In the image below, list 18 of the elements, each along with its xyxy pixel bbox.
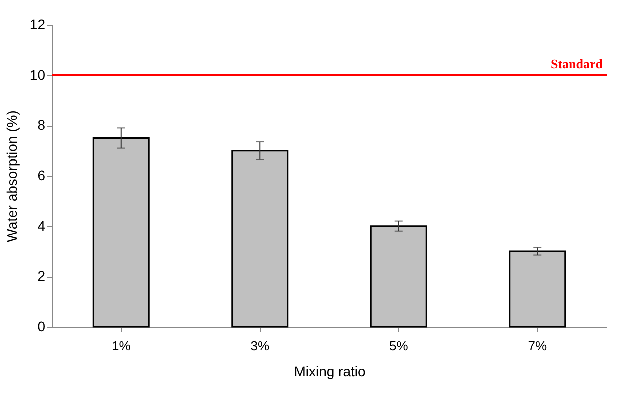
y-tick-label: 6 — [38, 168, 46, 184]
x-tick-label: 5% — [389, 338, 409, 354]
y-axis-title: Water absorption (%) — [4, 110, 20, 242]
y-tick-label: 0 — [38, 318, 46, 334]
bar — [370, 226, 428, 328]
y-tick-label: 12 — [30, 16, 46, 32]
x-tick-label: 3% — [250, 338, 270, 354]
x-tick-label: 7% — [528, 338, 548, 354]
y-tick-label: 10 — [30, 66, 46, 83]
bar — [232, 150, 289, 328]
x-axis-title: Mixing ratio — [294, 364, 366, 380]
y-tick-label: 8 — [38, 117, 46, 134]
y-tick-label: 2 — [38, 268, 46, 284]
y-tick-label: 4 — [38, 218, 46, 234]
bar — [92, 138, 150, 328]
x-tick-label: 1% — [112, 338, 132, 354]
bar — [509, 250, 566, 328]
ref-line-label: Standard — [550, 56, 604, 72]
